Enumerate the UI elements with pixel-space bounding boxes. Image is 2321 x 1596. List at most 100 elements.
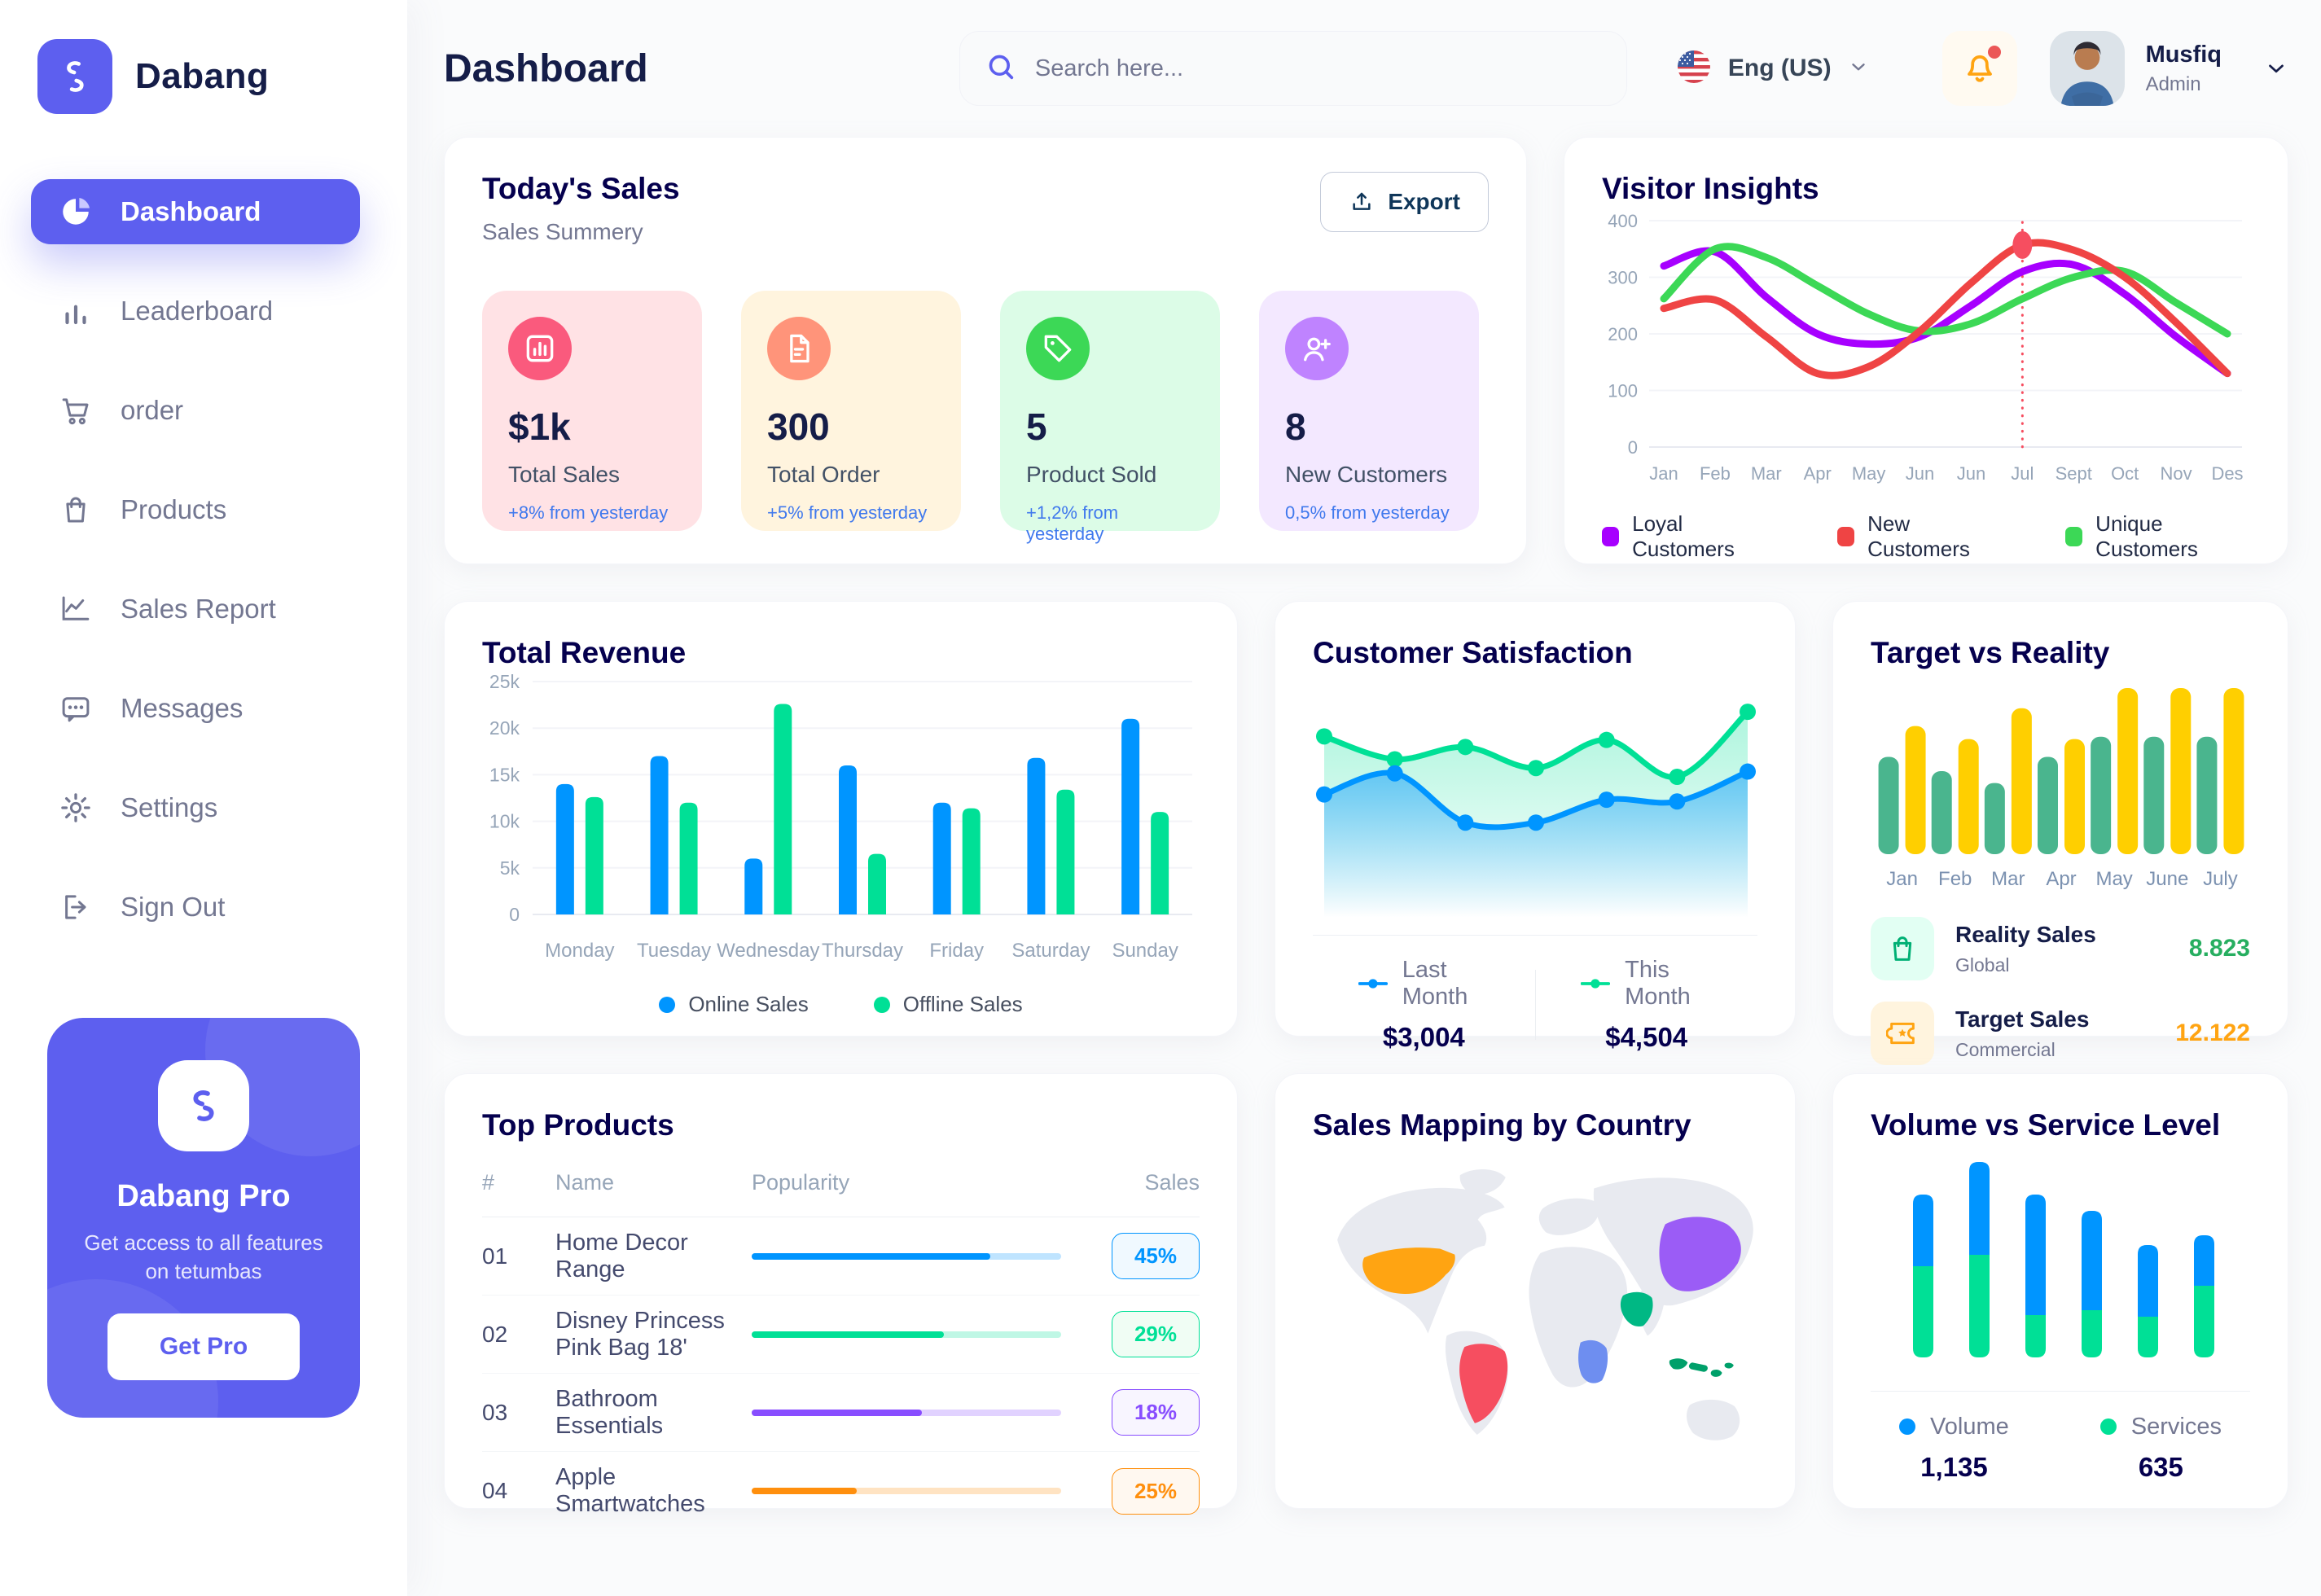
notifications-button[interactable] bbox=[1941, 31, 2017, 106]
user-name: Musfiq bbox=[2145, 41, 2222, 68]
column-header: Popularity bbox=[752, 1170, 850, 1195]
legend-dot bbox=[2099, 1418, 2117, 1435]
svg-text:Sunday: Sunday bbox=[1112, 940, 1178, 962]
stat-label: Total Sales bbox=[508, 462, 620, 487]
legend-item-services: Services 635 bbox=[2055, 1414, 2267, 1483]
popularity-track bbox=[752, 1331, 1061, 1338]
legend-label: Online Sales bbox=[688, 992, 809, 1016]
legend-dot bbox=[873, 996, 890, 1013]
product-rank: 01 bbox=[482, 1243, 508, 1269]
legend-texts: Reality Sales Global bbox=[1955, 922, 2096, 976]
profile-text: Musfiq Admin bbox=[2146, 42, 2222, 96]
messages-icon bbox=[62, 697, 90, 722]
product-popularity bbox=[752, 1331, 1077, 1338]
search-box[interactable] bbox=[959, 31, 1627, 106]
search-icon bbox=[985, 50, 1017, 87]
export-label: Export bbox=[1388, 189, 1460, 214]
legend-marker-row: Volume bbox=[1899, 1414, 2009, 1440]
svg-text:Mar: Mar bbox=[1991, 868, 2025, 890]
svg-text:Apr: Apr bbox=[2046, 868, 2076, 890]
sidebar-item-label: Sign Out bbox=[121, 892, 226, 922]
shopping-bag-icon bbox=[1871, 917, 1934, 980]
target-vs-reality-chart: Jan Feb Mar Apr May June July bbox=[1878, 688, 2244, 890]
svg-text:July: July bbox=[2203, 868, 2238, 890]
sidebar-item-messages[interactable]: Messages bbox=[31, 676, 360, 741]
popularity-track bbox=[752, 1409, 1061, 1416]
sales-badge: 18% bbox=[1112, 1389, 1200, 1436]
visitor-insights-legend: Loyal Customers New Customers Unique Custo… bbox=[1602, 511, 2250, 562]
legend-label: Unique Customers bbox=[2095, 511, 2198, 561]
sidebar-item-leaderboard[interactable]: Leaderboard bbox=[31, 278, 360, 344]
popularity-track bbox=[752, 1488, 1061, 1494]
brand: Dabang bbox=[31, 31, 376, 114]
stat-card-product-sold: 5 Product Sold +1,2% from yesterday bbox=[1000, 291, 1220, 544]
sidebar-item-sign-out[interactable]: Sign Out bbox=[31, 875, 360, 940]
country-indonesia bbox=[1669, 1358, 1734, 1377]
sales-mapping-title: Sales Mapping by Country bbox=[1313, 1108, 1691, 1142]
sidebar-item-products[interactable]: Products bbox=[31, 477, 360, 542]
world-map bbox=[1337, 1169, 1753, 1440]
profile-menu[interactable]: Musfiq Admin bbox=[2049, 31, 2288, 106]
product-popularity bbox=[752, 1252, 1077, 1260]
dashboard-icon bbox=[63, 198, 90, 225]
target-vs-reality-title: Target vs Reality bbox=[1871, 636, 2110, 669]
legend-swatch bbox=[1837, 527, 1855, 546]
sidebar-item-label: Messages bbox=[121, 693, 244, 723]
legend-value: 12.122 bbox=[2175, 1019, 2250, 1046]
us-flag-icon bbox=[1676, 49, 1712, 89]
legend-value: $3,004 bbox=[1382, 1022, 1465, 1052]
legend-label: This Month bbox=[1625, 957, 1691, 1010]
customer-satisfaction-title: Customer Satisfaction bbox=[1313, 636, 1633, 669]
export-button[interactable]: Export bbox=[1320, 172, 1489, 232]
customer-satisfaction-chart bbox=[1316, 704, 1756, 918]
sign-out-icon bbox=[65, 895, 86, 919]
legend-label: New Customers bbox=[1867, 511, 1970, 561]
product-name: Home Decor Range bbox=[555, 1229, 688, 1282]
map-continents bbox=[1337, 1169, 1753, 1440]
top-products-table: # Name Popularity Sales 01 Home Decor Range 45… bbox=[482, 1170, 1200, 1530]
sales-badge: 45% bbox=[1112, 1233, 1200, 1279]
popularity-track bbox=[752, 1252, 1061, 1260]
legend-swatch bbox=[1602, 527, 1620, 546]
table-row: 03 Bathroom Essentials 18% bbox=[482, 1374, 1200, 1452]
legend-label: Last Month bbox=[1402, 957, 1468, 1010]
language-label: Eng (US) bbox=[1727, 55, 1832, 81]
sidebar-nav: Dashboard Leaderboard order Products Sales R… bbox=[31, 179, 376, 940]
profile-chevron-icon bbox=[2269, 64, 2284, 73]
stat-label: Total Order bbox=[767, 462, 880, 487]
stat-card-total-order: 300 Total Order +5% from yesterday bbox=[741, 291, 961, 531]
legend-label: Loyal Customers bbox=[1632, 511, 1735, 561]
table-header-row: # Name Popularity Sales bbox=[482, 1170, 1200, 1217]
svg-text:0: 0 bbox=[1628, 437, 1638, 458]
visitor-insights-card: Visitor Insights 0 100 200 300 400 Jan Feb Mar A… bbox=[1564, 137, 2288, 564]
sidebar-item-dashboard[interactable]: Dashboard bbox=[31, 179, 360, 244]
svg-text:20k: 20k bbox=[489, 717, 520, 739]
search-input[interactable] bbox=[1034, 55, 1602, 82]
get-pro-button[interactable]: Get Pro bbox=[107, 1313, 301, 1381]
sidebar-item-sales-report[interactable]: Sales Report bbox=[31, 577, 360, 642]
map-highlighted-countries bbox=[1362, 1217, 1741, 1423]
legend-item-this-month: This Month $4,504 bbox=[1535, 957, 1757, 1053]
svg-text:Jun: Jun bbox=[1957, 463, 1985, 484]
legend-value: 635 bbox=[2138, 1451, 2183, 1482]
column-header: # bbox=[482, 1170, 495, 1195]
language-selector[interactable]: Eng (US) bbox=[1676, 49, 1869, 89]
sidebar-item-order[interactable]: order bbox=[31, 378, 360, 443]
customer-satisfaction-card: Customer Satisfaction Last Month $3,004 Th… bbox=[1275, 601, 1796, 1052]
product-popularity bbox=[752, 1488, 1077, 1494]
stat-card-new-customers: 8 New Customers 0,5% from yesterday bbox=[1259, 291, 1479, 531]
svg-text:25k: 25k bbox=[489, 671, 520, 692]
svg-text:Apr: Apr bbox=[1804, 463, 1832, 484]
sidebar-item-settings[interactable]: Settings bbox=[31, 775, 360, 840]
export-icon bbox=[1353, 192, 1371, 210]
legend-sublabel: Commercial bbox=[1955, 1038, 2056, 1060]
stat-cards: $1k Total Sales +8% from yesterday 300 Total… bbox=[482, 291, 1489, 544]
table-row: 04 Apple Smartwatches 25% bbox=[482, 1452, 1200, 1530]
popularity-fill bbox=[752, 1409, 922, 1416]
visitor-insights-chart: 0 100 200 300 400 Jan Feb Mar Apr May Jun Jun Jul Sep… bbox=[1608, 211, 2243, 484]
product-rank: 03 bbox=[482, 1399, 508, 1425]
stat-value: 300 bbox=[767, 406, 830, 448]
page-title: Dashboard bbox=[444, 46, 648, 90]
legend-label: Reality Sales bbox=[1955, 921, 2096, 947]
popularity-fill bbox=[752, 1488, 858, 1494]
